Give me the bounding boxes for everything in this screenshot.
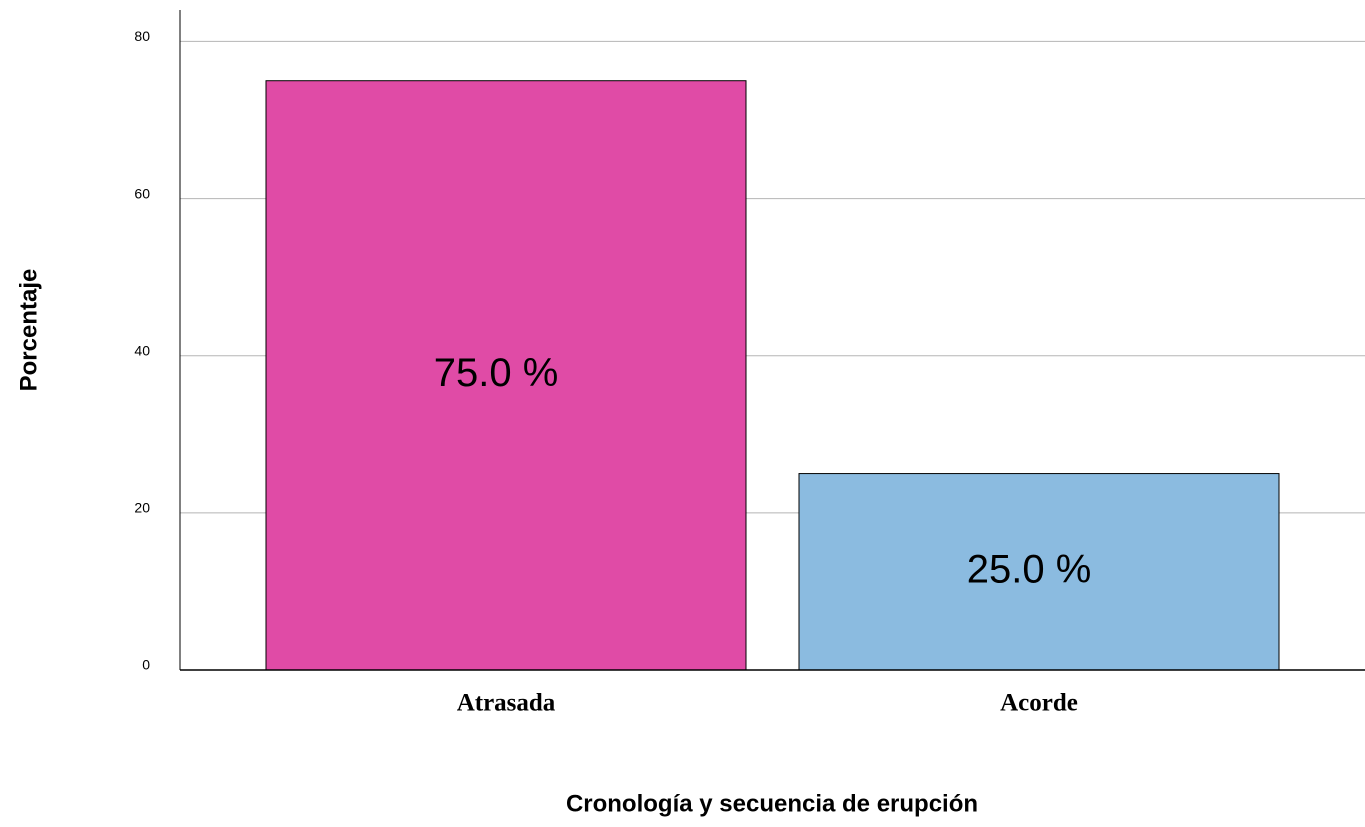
- x-axis-title: Cronología y secuencia de erupción: [566, 790, 978, 817]
- y-tick-label: 0: [142, 657, 150, 673]
- x-tick-label: Atrasada: [457, 690, 556, 717]
- y-axis-title: Porcentaje: [15, 269, 42, 392]
- y-tick-label: 60: [134, 185, 150, 201]
- x-tick-label: Acorde: [1000, 690, 1078, 717]
- y-tick-label: 20: [134, 500, 150, 516]
- y-tick-label: 80: [134, 28, 150, 44]
- bar: [265, 80, 747, 671]
- bar: [798, 473, 1280, 671]
- value-label: 75.0 %: [434, 351, 559, 395]
- y-tick-label: 40: [134, 342, 150, 358]
- value-label: 25.0 %: [967, 547, 1092, 591]
